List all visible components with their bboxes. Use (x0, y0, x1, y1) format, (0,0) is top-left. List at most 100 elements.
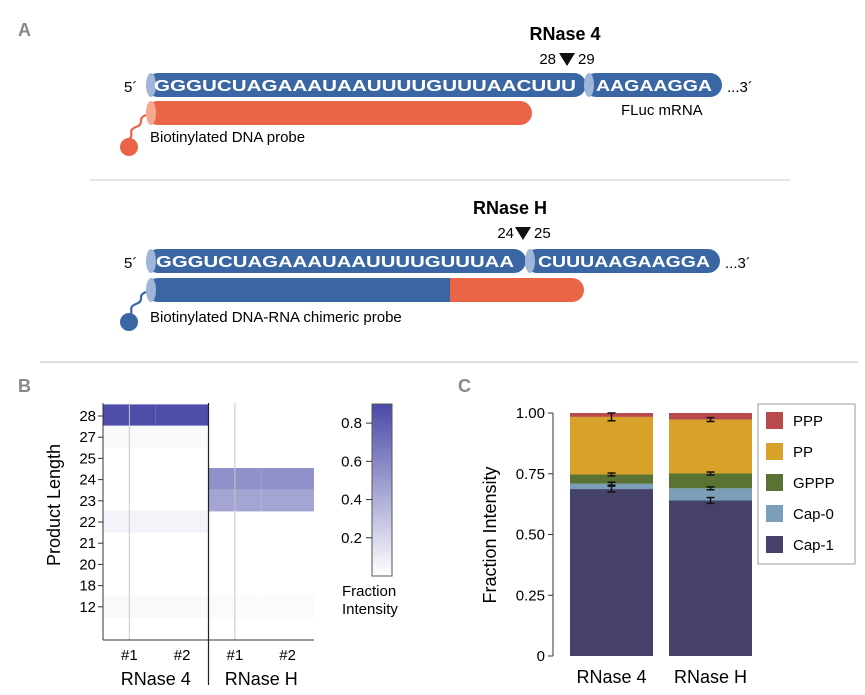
cut-left-number: 28 (539, 51, 556, 68)
colorbar-ticks: 0.8 0.6 0.4 0.2 (341, 415, 372, 547)
cut-left-number: 24 (497, 225, 514, 242)
heatmap-cell (155, 425, 209, 448)
heatmap-cell (155, 510, 209, 533)
legend-label: GPPP (793, 475, 835, 492)
colorbar-tick-label: 0.2 (341, 530, 362, 547)
heatmap-row-label: 12 (79, 599, 96, 616)
legend-swatch (766, 536, 783, 553)
rna-cut-cap (584, 73, 594, 97)
bar-category-label: RNase H (674, 667, 747, 687)
cleavage-triangle-icon (515, 227, 531, 240)
dna-probe-bar (146, 101, 532, 125)
heatmap-column-labels: #1 #2 #1 #2 (121, 647, 296, 664)
bar-segment-gppp (669, 473, 752, 489)
rna-segment-right (584, 73, 722, 97)
colorbar (371, 403, 393, 577)
rna-end-cap (146, 73, 156, 97)
heatmap-column-label: #2 (279, 647, 296, 664)
rna-sequence-left: GGGUCUAGAAAUAAUUUUGUUUAA (156, 254, 515, 271)
panel-label-c: C (458, 376, 471, 396)
dna-probe-end-cap (146, 101, 156, 125)
biotin-linker-icon (127, 113, 147, 141)
chimeric-probe-label: Biotinylated DNA-RNA chimeric probe (150, 309, 402, 326)
bar-segment-cap-1 (669, 500, 752, 656)
enzyme-label-rnase4: RNase 4 (529, 24, 600, 44)
cut-right-number: 25 (534, 225, 551, 242)
panel-label-a: A (18, 20, 31, 40)
heatmap-column-label: #1 (227, 647, 244, 664)
heatmap-row-label: 27 (79, 429, 96, 446)
stacked-bars (570, 413, 752, 656)
bar-y-ticks: 0 0.25 0.50 0.75 1.00 (516, 405, 553, 665)
cleavage-triangle-icon (559, 53, 575, 66)
heatmap-cell (261, 489, 314, 512)
bar-segment-cap-1 (570, 489, 653, 656)
legend-swatch (766, 412, 783, 429)
heatmap-row-label: 18 (79, 578, 96, 595)
heatmap-cell (261, 595, 314, 618)
biotin-bead-icon (120, 138, 138, 156)
dna-probe-label: Biotinylated DNA probe (150, 129, 305, 146)
colorbar-label-line2: Intensity (342, 601, 398, 618)
panel-a-bottom: RNase H 24 25 5´ GGGUCUAGAAAUAAUUUUGUUUA… (120, 198, 751, 331)
three-prime-label: ...3´ (725, 255, 751, 272)
rna-end-cap (146, 249, 156, 273)
heatmap-y-axis-label: Product Length (44, 444, 64, 566)
legend-label: PP (793, 444, 813, 461)
rna-sequence-right: AAGAAGGA (596, 78, 713, 95)
colorbar-tick-label: 0.4 (341, 492, 362, 509)
heatmap-column-label: #2 (174, 647, 191, 664)
colorbar-tick-label: 0.6 (341, 453, 362, 470)
legend-label: Cap-1 (793, 537, 834, 554)
colorbar-label-line1: Fraction (342, 583, 396, 600)
heatmap-row-label: 22 (79, 514, 96, 531)
heatmap-row-label: 25 (79, 450, 96, 467)
panel-label-b: B (18, 376, 31, 396)
cut-right-number: 29 (578, 51, 595, 68)
colorbar-tick-label: 0.8 (341, 415, 362, 432)
bar-y-tick-label: 0.25 (516, 587, 545, 604)
legend-label: Cap-0 (793, 506, 834, 523)
bar-segment-pp (570, 416, 653, 475)
legend-swatch (766, 505, 783, 522)
bar-segment-pp (669, 419, 752, 474)
bar-category-label: RNase 4 (576, 667, 646, 687)
heatmap-column-label: #1 (121, 647, 138, 664)
bar-y-tick-label: 0 (537, 648, 545, 665)
bar-segment-cap-0 (669, 488, 752, 501)
heatmap-group-label: RNase H (225, 669, 298, 689)
bar-y-axis-label: Fraction Intensity (480, 466, 500, 603)
bar-y-tick-label: 0.75 (516, 466, 545, 483)
panel-a-top: RNase 4 28 29 5´ GGGUCUAGAAAUAAUUUUGUUUA… (120, 24, 753, 156)
legend-swatch (766, 443, 783, 460)
heatmap-cell (155, 595, 209, 618)
heatmap-row-label: 24 (79, 472, 96, 489)
chimeric-probe-junction (430, 278, 450, 302)
five-prime-label: 5´ (124, 255, 137, 272)
legend-swatch (766, 474, 783, 491)
heatmap-row-label: 21 (79, 535, 96, 552)
rna-sequence-left: GGGUCUAGAAAUAAUUUUGUUUAACUUU (154, 78, 576, 95)
fluc-mrna-label: FLuc mRNA (621, 102, 703, 119)
rna-segment-left (146, 73, 586, 97)
bar-y-tick-label: 1.00 (516, 405, 545, 422)
rna-segment-right (525, 249, 720, 273)
bar-category-labels: RNase 4 RNase H (576, 667, 747, 687)
heatmap-cell (261, 468, 314, 491)
heatmap-group-label: RNase 4 (121, 669, 191, 689)
biotin-linker-icon (127, 290, 147, 317)
bar-segment-gppp (570, 474, 653, 484)
chimeric-probe-rna-part (436, 278, 584, 302)
rna-segment-left (146, 249, 526, 273)
error-bars (607, 412, 715, 505)
bar-y-tick-label: 0.50 (516, 527, 545, 544)
five-prime-label: 5´ (124, 79, 137, 96)
heatmap-row-label: 23 (79, 493, 96, 510)
legend-label: PPP (793, 413, 823, 430)
enzyme-label-rnaseh: RNase H (473, 198, 547, 218)
heatmap-group-labels: RNase 4 RNase H (121, 669, 298, 689)
heatmap-row-label: 20 (79, 556, 96, 573)
heatmap-row-label: 28 (79, 408, 96, 425)
